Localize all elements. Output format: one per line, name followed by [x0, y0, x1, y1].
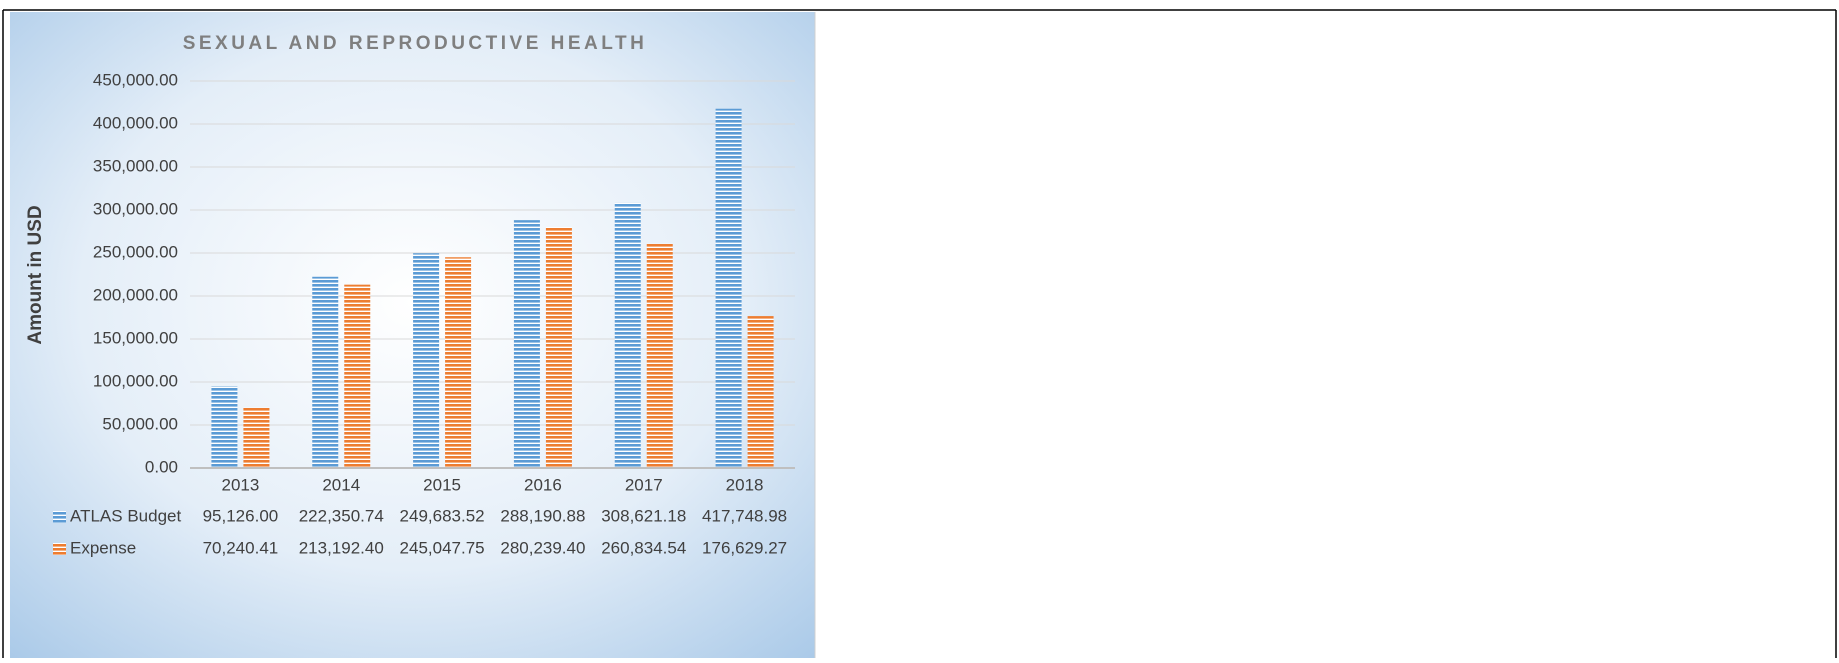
- y-axis-title: Amount in USD: [25, 205, 46, 344]
- x-tick-label: 2017: [625, 475, 663, 494]
- data-table-value: 95,126.00: [203, 506, 279, 525]
- data-table-value: 288,190.88: [500, 506, 585, 525]
- bar: [646, 243, 673, 468]
- y-tick-label: 50,000.00: [102, 414, 178, 433]
- legend-label: Expense: [70, 538, 136, 557]
- bar: [445, 257, 472, 468]
- bar: [545, 226, 572, 468]
- bar: [211, 386, 238, 468]
- x-tick-label: 2015: [423, 475, 461, 494]
- data-table-value: 308,621.18: [601, 506, 686, 525]
- data-table-value: 249,683.52: [400, 506, 485, 525]
- bar: [715, 108, 742, 469]
- data-table-value: 176,629.27: [702, 538, 787, 557]
- bar: [513, 220, 540, 468]
- bar: [312, 276, 339, 468]
- y-tick-label: 200,000.00: [93, 285, 178, 304]
- data-table-value: 222,350.74: [299, 506, 384, 525]
- bar: [243, 407, 270, 468]
- data-table-value: 70,240.41: [203, 538, 279, 557]
- data-table-value: 260,834.54: [601, 538, 686, 557]
- x-tick-label: 2016: [524, 475, 562, 494]
- y-tick-label: 350,000.00: [93, 156, 178, 175]
- bar: [614, 202, 641, 468]
- x-tick-label: 2013: [222, 475, 260, 494]
- x-tick-label: 2018: [726, 475, 764, 494]
- x-tick-label: 2014: [322, 475, 360, 494]
- chart-area: [10, 12, 815, 658]
- data-table-value: 213,192.40: [299, 538, 384, 557]
- y-tick-label: 400,000.00: [93, 113, 178, 132]
- bar: [344, 284, 371, 468]
- bar: [747, 316, 774, 468]
- y-tick-label: 100,000.00: [93, 371, 178, 390]
- data-table-value: 280,239.40: [500, 538, 585, 557]
- legend-label: ATLAS Budget: [70, 506, 181, 525]
- y-tick-label: 150,000.00: [93, 328, 178, 347]
- y-tick-label: 0.00: [145, 457, 178, 476]
- y-tick-label: 250,000.00: [93, 242, 178, 261]
- chart-title: SEXUAL AND REPRODUCTIVE HEALTH: [183, 33, 648, 54]
- y-tick-label: 450,000.00: [93, 70, 178, 89]
- data-table-value: 245,047.75: [400, 538, 485, 557]
- y-tick-label: 300,000.00: [93, 199, 178, 218]
- legend-key: [53, 543, 66, 555]
- data-table-value: 417,748.98: [702, 506, 787, 525]
- legend-key: [53, 511, 66, 523]
- bar: [413, 253, 440, 468]
